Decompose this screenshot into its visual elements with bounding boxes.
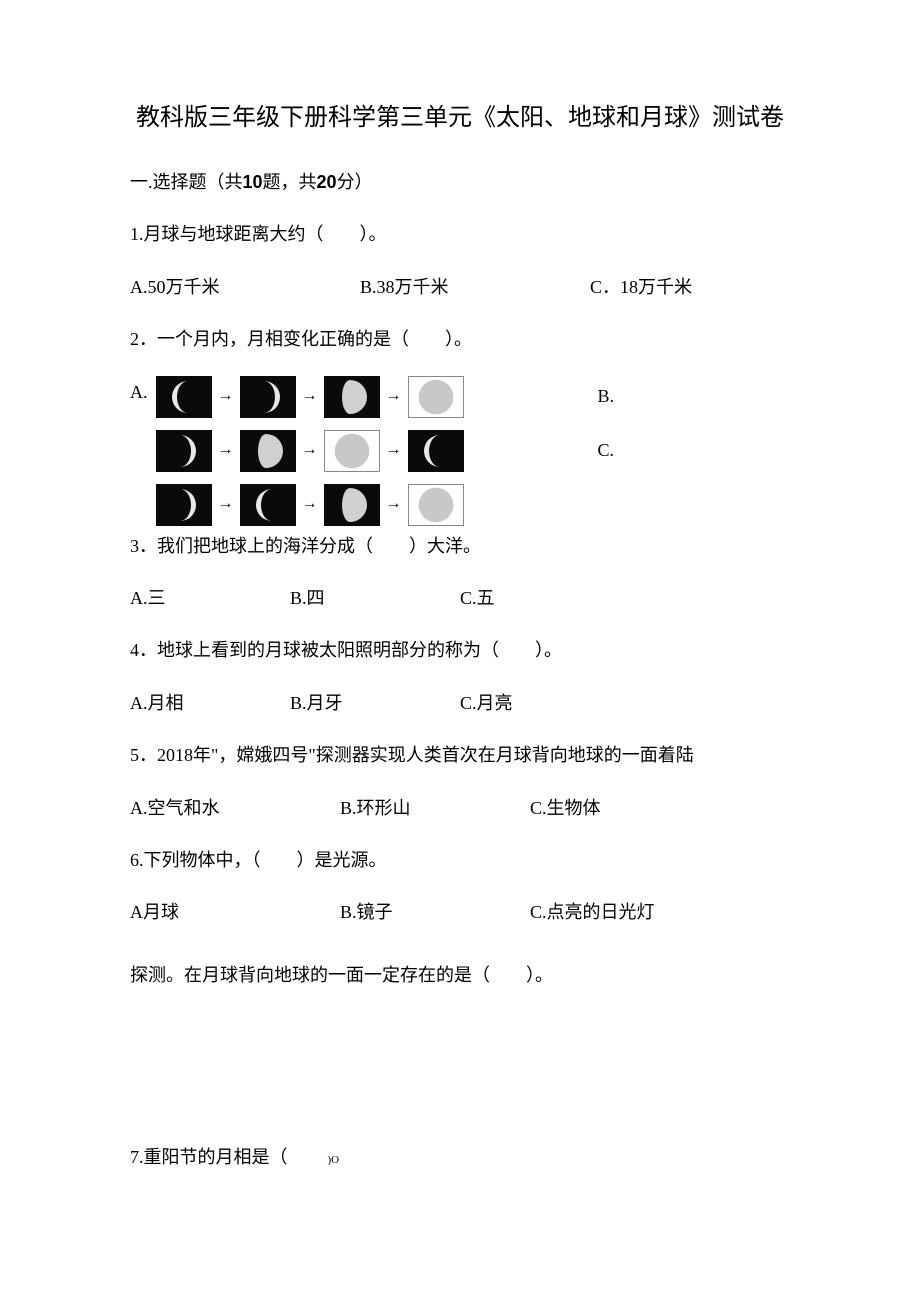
q3-option-a: A.三 (130, 582, 290, 614)
q3-option-c: C.五 (460, 582, 495, 614)
section-header: 一.选择题（共10题，共20分） (130, 166, 790, 198)
moon-crescent-left-icon (408, 430, 464, 472)
question-6: 6.下列物体中，（ ）是光源。 (130, 844, 790, 876)
q1-option-c: C．18万千米 (590, 271, 692, 303)
section-mid: 题，共 (263, 172, 317, 192)
moon-full-icon (408, 376, 464, 418)
arrow-icon: → (302, 436, 318, 465)
q1-option-a: A.50万千米 (130, 271, 360, 303)
question-6-options: A月球 B.镜子 C.点亮的日光灯 (130, 896, 790, 928)
q2-label-c: C. (598, 434, 615, 466)
question-4-options: A.月相 B.月牙 C.月亮 (130, 687, 790, 719)
q2-label-a: A. (130, 376, 148, 408)
q6-option-b: B.镜子 (340, 896, 530, 928)
moon-row-c: A. → → → (130, 484, 790, 526)
question-1-options: A.50万千米 B.38万千米 C．18万千米 (130, 271, 790, 303)
question-3: 3．我们把地球上的海洋分成（ ）大洋。 (130, 530, 790, 562)
moon-crescent-right-icon (156, 430, 212, 472)
arrow-icon: → (386, 490, 402, 519)
section-prefix: 一.选择题（共 (130, 172, 243, 192)
points-count: 20 (317, 172, 337, 192)
question-7: 7.重阳节的月相是（ )O (130, 1141, 790, 1173)
moon-crescent-right-icon (240, 376, 296, 418)
moon-row-a: A. → → → B. (130, 376, 790, 418)
q4-option-b: B.月牙 (290, 687, 460, 719)
q1-option-b: B.38万千米 (360, 271, 590, 303)
moon-gibbous-right-icon (240, 430, 296, 472)
arrow-icon: → (218, 436, 234, 465)
question-5: 5．2018年"，嫦娥四号"探测器实现人类首次在月球背向地球的一面着陆 (130, 739, 790, 771)
q5-option-a: A.空气和水 (130, 792, 340, 824)
q5-option-c: C.生物体 (530, 792, 601, 824)
question-3-options: A.三 B.四 C.五 (130, 582, 790, 614)
question-count: 10 (243, 172, 263, 192)
q7-text: 7.重阳节的月相是（ (130, 1141, 288, 1173)
q7-suffix: )O (328, 1151, 340, 1171)
arrow-icon: → (302, 490, 318, 519)
q2-label-b: B. (598, 380, 615, 412)
q4-option-a: A.月相 (130, 687, 290, 719)
question-5-options: A.空气和水 B.环形山 C.生物体 (130, 792, 790, 824)
moon-full-icon (324, 430, 380, 472)
arrow-icon: → (302, 382, 318, 411)
moon-crescent-left-icon (240, 484, 296, 526)
q4-option-c: C.月亮 (460, 687, 513, 719)
page-title: 教科版三年级下册科学第三单元《太阳、地球和月球》测试卷 (130, 100, 790, 136)
moon-crescent-left-icon (156, 376, 212, 418)
question-4: 4．地球上看到的月球被太阳照明部分的称为（ ）。 (130, 634, 790, 666)
extra-line: 探测。在月球背向地球的一面一定存在的是（ ）。 (130, 959, 790, 991)
arrow-icon: → (218, 382, 234, 411)
q3-option-b: B.四 (290, 582, 460, 614)
arrow-icon: → (386, 382, 402, 411)
moon-row-b: A. → → → C. (130, 430, 790, 472)
moon-gibbous-right-icon (324, 376, 380, 418)
q6-option-a: A月球 (130, 896, 340, 928)
question-1: 1.月球与地球距离大约（ ）。 (130, 218, 790, 250)
q5-option-b: B.环形山 (340, 792, 530, 824)
question-2: 2．一个月内，月相变化正确的是（ ）。 (130, 323, 790, 355)
moon-crescent-right-icon (156, 484, 212, 526)
arrow-icon: → (218, 490, 234, 519)
moon-full-icon (408, 484, 464, 526)
section-suffix: 分） (337, 172, 373, 192)
arrow-icon: → (386, 436, 402, 465)
moon-gibbous-right-icon (324, 484, 380, 526)
q6-option-c: C.点亮的日光灯 (530, 896, 655, 928)
